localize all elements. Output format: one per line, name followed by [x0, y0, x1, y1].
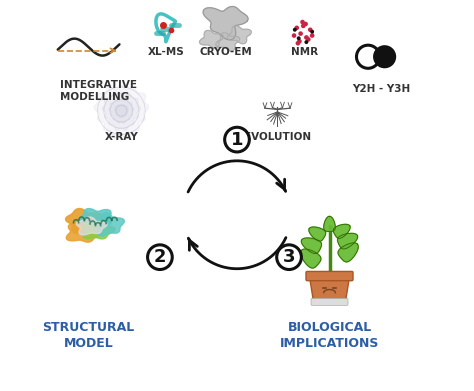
Circle shape — [225, 127, 249, 152]
Polygon shape — [200, 30, 224, 48]
Circle shape — [277, 245, 301, 269]
Circle shape — [292, 33, 296, 38]
Text: XL-MS: XL-MS — [147, 47, 184, 57]
Circle shape — [356, 45, 380, 68]
Circle shape — [293, 28, 297, 32]
Text: 1: 1 — [231, 131, 243, 149]
Circle shape — [300, 20, 305, 24]
Polygon shape — [301, 238, 321, 253]
Polygon shape — [301, 249, 321, 268]
Polygon shape — [337, 233, 358, 249]
Polygon shape — [216, 33, 240, 51]
Polygon shape — [109, 99, 134, 123]
Circle shape — [301, 23, 306, 28]
Circle shape — [304, 35, 309, 40]
Polygon shape — [76, 217, 107, 235]
Polygon shape — [324, 216, 335, 231]
Circle shape — [294, 25, 299, 30]
Text: X-RAY: X-RAY — [104, 132, 138, 142]
Circle shape — [298, 31, 303, 36]
Polygon shape — [310, 276, 349, 300]
Polygon shape — [203, 7, 248, 40]
Polygon shape — [309, 227, 326, 241]
Text: NMR: NMR — [291, 47, 318, 57]
Circle shape — [310, 30, 314, 34]
Text: BIOLOGICAL
IMPLICATIONS: BIOLOGICAL IMPLICATIONS — [280, 321, 379, 350]
Text: 2: 2 — [154, 248, 166, 266]
Text: STRUCTURAL
MODEL: STRUCTURAL MODEL — [43, 321, 135, 350]
Circle shape — [306, 37, 310, 42]
Text: EVOLUTION: EVOLUTION — [244, 132, 311, 142]
Circle shape — [297, 39, 302, 44]
Circle shape — [297, 36, 301, 40]
FancyBboxPatch shape — [311, 298, 348, 305]
Polygon shape — [338, 243, 358, 262]
Text: INTEGRATIVE
MODELLING: INTEGRATIVE MODELLING — [60, 80, 137, 102]
Circle shape — [310, 33, 314, 38]
Text: Y2H - Y3H: Y2H - Y3H — [352, 84, 410, 94]
Text: 3: 3 — [283, 248, 295, 266]
Polygon shape — [228, 26, 251, 44]
Polygon shape — [66, 220, 103, 242]
Polygon shape — [93, 213, 124, 236]
Circle shape — [147, 245, 172, 269]
FancyBboxPatch shape — [306, 271, 353, 281]
Circle shape — [373, 45, 396, 68]
Circle shape — [308, 27, 312, 32]
Circle shape — [296, 41, 300, 46]
Polygon shape — [333, 224, 350, 239]
Polygon shape — [80, 208, 111, 232]
Polygon shape — [94, 86, 149, 138]
Polygon shape — [102, 93, 141, 130]
Polygon shape — [83, 219, 115, 239]
Polygon shape — [115, 104, 128, 118]
Circle shape — [303, 22, 308, 26]
Polygon shape — [65, 208, 102, 233]
Text: CRYO-EM: CRYO-EM — [199, 47, 252, 57]
Circle shape — [304, 40, 309, 44]
